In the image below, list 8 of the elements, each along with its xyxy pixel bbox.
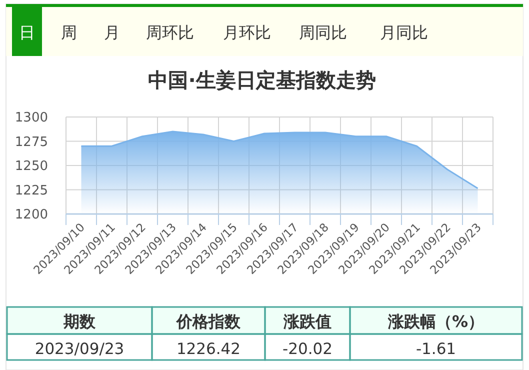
y-tick-label: 1275 xyxy=(14,134,48,150)
y-tick-label: 1200 xyxy=(14,208,48,222)
y-tick-label: 1300 xyxy=(14,110,48,126)
y-tick-label: 1250 xyxy=(14,159,48,174)
table: 期数 价格指数 涨跌值 涨跌幅（%） 2023/09/23 1226.42 -20.02 -1.61 xyxy=(6,306,523,361)
chart-title: 中国·生姜日定基指数走势 xyxy=(148,68,376,92)
tabs: 日 周 月 周环比 月环比 周同比 月同比 xyxy=(6,4,523,56)
y-tick-label: 1225 xyxy=(14,183,48,198)
